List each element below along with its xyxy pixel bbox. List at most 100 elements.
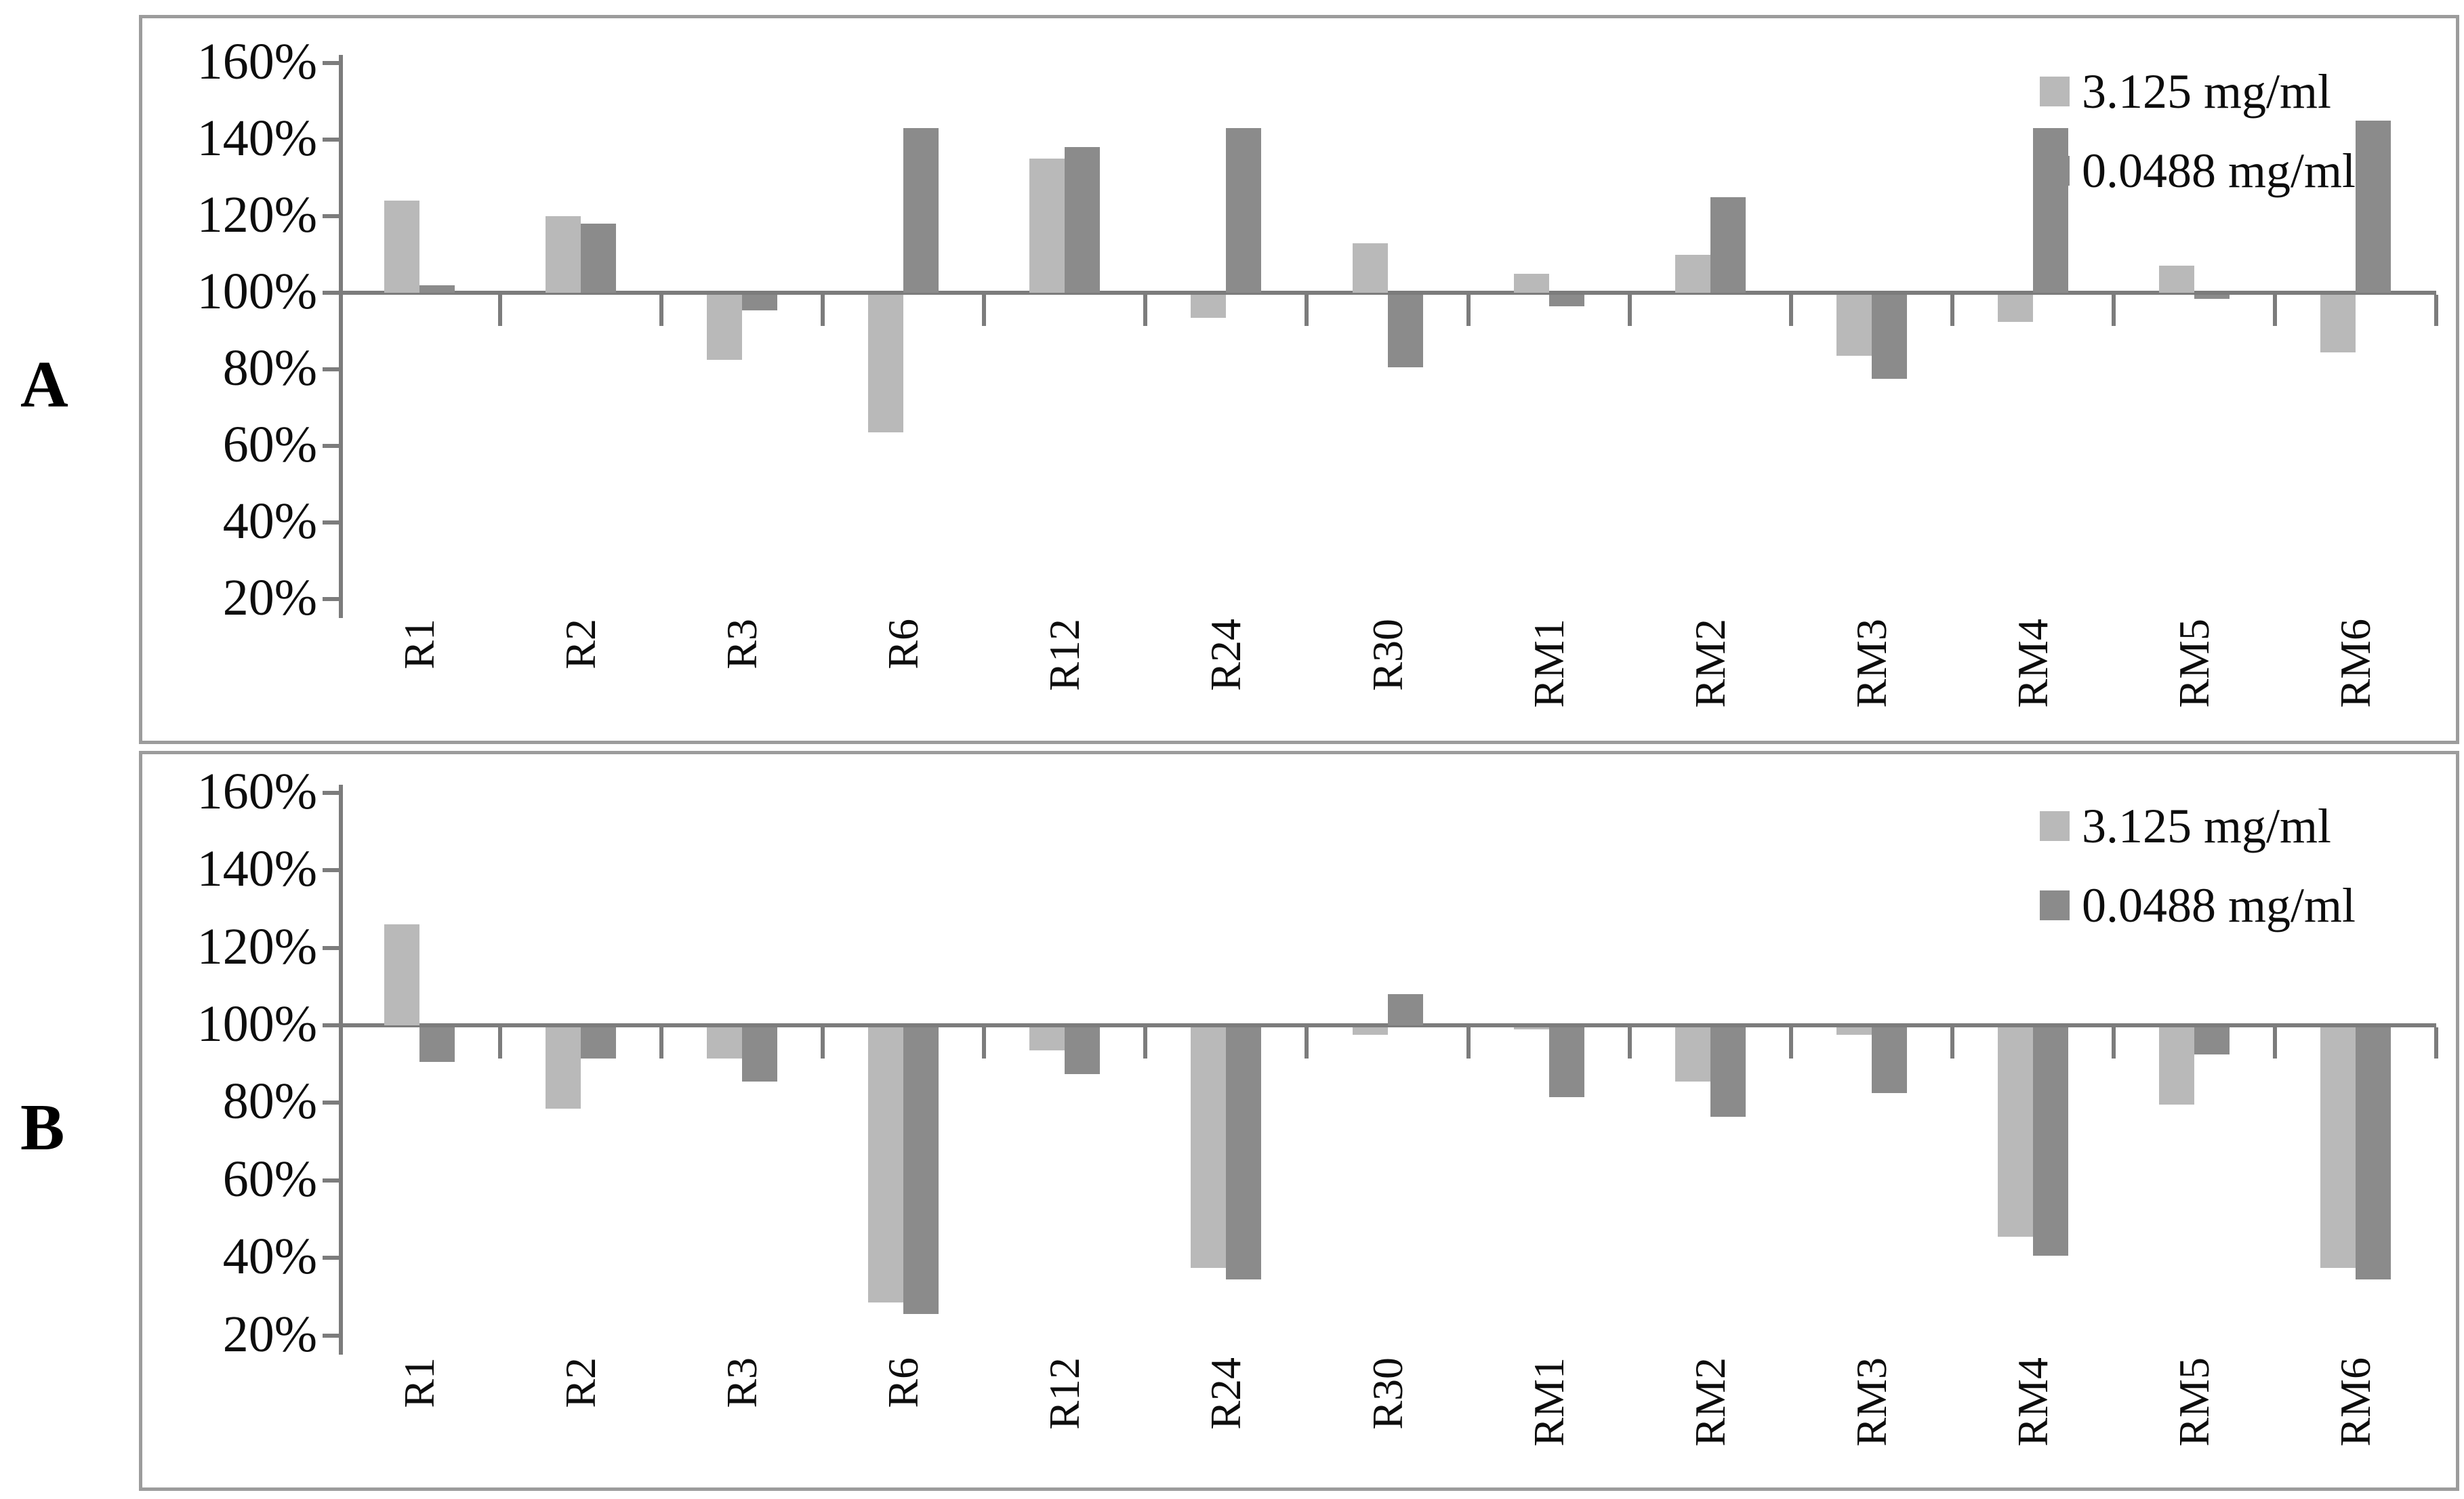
x-category-label: R12 (1040, 1357, 1089, 1430)
bar-dark-series (1065, 1027, 1101, 1074)
bar-light-series (2320, 1027, 2356, 1268)
x-axis-tick (659, 1027, 664, 1059)
y-axis-tick (323, 1023, 339, 1027)
bar-dark-series (1548, 295, 1584, 306)
bar-dark-series (903, 128, 939, 293)
y-axis-tick-label: 100% (197, 263, 317, 320)
y-axis-tick-label: 40% (222, 493, 317, 550)
y-axis-tick-label: 140% (197, 110, 317, 167)
x-axis-tick (2272, 295, 2277, 326)
bar-light-series (868, 1027, 904, 1303)
x-axis-tick (2434, 295, 2438, 326)
bar-dark-series (2032, 128, 2068, 293)
x-axis-baseline (339, 291, 2436, 295)
x-category-label: R1 (395, 619, 444, 670)
x-axis-tick (1305, 1027, 1309, 1059)
bar-light-series (1513, 273, 1549, 293)
bar-dark-series (1710, 197, 1746, 293)
legend-item: 0.0488 mg/ml (2040, 145, 2356, 197)
y-axis-tick (323, 1256, 339, 1260)
bar-dark-series (1226, 1027, 1262, 1279)
bar-light-series (868, 295, 904, 433)
bar-light-series (384, 924, 420, 1025)
x-axis-tick (1466, 1027, 1471, 1059)
bar-dark-series (2355, 1027, 2391, 1279)
bar-light-series (707, 295, 743, 361)
x-category-label: RM1 (1524, 1357, 1573, 1447)
x-axis-tick (982, 1027, 987, 1059)
y-axis-tick (323, 790, 339, 795)
y-axis-tick (323, 214, 339, 218)
bar-dark-series (1387, 295, 1423, 368)
x-category-label: R30 (1363, 1357, 1412, 1430)
y-axis-tick-label: 100% (197, 995, 317, 1052)
x-category-label: R2 (556, 619, 605, 670)
y-axis-tick-label: 20% (222, 569, 317, 626)
legend-swatch-light-icon (2040, 77, 2070, 106)
y-axis-tick-label: 140% (197, 840, 317, 898)
bar-light-series (2320, 295, 2356, 352)
chart-panel-a: 160% 140% 120% 100% 80% 60% 40% 20% R1 R2 R3 R6 R12 R… (139, 15, 2459, 744)
bar-dark-series (903, 1027, 939, 1315)
y-axis-tick-label: 160% (197, 33, 317, 90)
x-axis-tick (821, 295, 825, 326)
x-axis-tick (2111, 1027, 2116, 1059)
bar-dark-series (1871, 1027, 1907, 1094)
bar-light-series (2158, 266, 2194, 293)
bar-light-series (1352, 1027, 1388, 1035)
x-axis-tick (1950, 295, 1954, 326)
x-axis-tick (1627, 1027, 1632, 1059)
y-axis-tick (323, 61, 339, 65)
bar-dark-series (2032, 1027, 2068, 1256)
x-category-label: RM3 (1847, 619, 1895, 708)
y-axis-tick (323, 444, 339, 448)
x-axis-tick (1143, 295, 1148, 326)
x-axis-tick (1627, 295, 1632, 326)
x-category-label: R3 (718, 619, 766, 670)
y-axis-tick (323, 945, 339, 950)
x-axis-tick (821, 1027, 825, 1059)
panel-a-letter: A (20, 348, 68, 422)
y-axis-line (339, 55, 343, 618)
x-category-label: RM2 (1685, 1357, 1734, 1447)
y-axis-tick-label: 160% (197, 762, 317, 820)
y-axis-tick (323, 291, 339, 295)
legend-swatch-light-icon (2040, 811, 2070, 841)
y-axis-tick-label: 120% (197, 186, 317, 243)
x-category-label: RM2 (1685, 619, 1734, 708)
x-category-label: RM1 (1524, 619, 1573, 708)
x-axis-tick (2111, 295, 2116, 326)
legend-label: 3.125 mg/ml (2082, 64, 2332, 119)
bar-dark-series (742, 295, 778, 310)
bar-dark-series (1226, 128, 1262, 293)
y-axis-tick (323, 520, 339, 525)
x-category-label: RM3 (1847, 1357, 1895, 1447)
x-category-label: R24 (1202, 1357, 1250, 1430)
bar-light-series (1029, 159, 1065, 293)
bar-light-series (1675, 254, 1710, 293)
y-axis-tick (323, 138, 339, 142)
bar-light-series (546, 216, 581, 293)
y-axis-tick (323, 868, 339, 873)
x-category-label: R24 (1202, 619, 1250, 691)
y-axis-line (339, 784, 343, 1355)
x-axis-baseline (339, 1023, 2436, 1027)
y-axis-tick (323, 597, 339, 601)
bar-dark-series (2355, 120, 2391, 293)
y-axis-tick (323, 1178, 339, 1183)
x-category-label: R6 (879, 1357, 928, 1408)
x-axis-tick (1143, 1027, 1148, 1059)
y-axis-tick (323, 367, 339, 371)
bar-light-series (1191, 295, 1227, 318)
bar-light-series (1029, 1027, 1065, 1051)
x-axis-tick (1788, 1027, 1793, 1059)
bar-dark-series (1065, 147, 1101, 293)
legend-swatch-dark-icon (2040, 156, 2070, 186)
bar-dark-series (419, 1027, 455, 1063)
y-axis-tick-label: 20% (222, 1305, 317, 1363)
bar-light-series (1997, 1027, 2033, 1237)
bar-light-series (1836, 295, 1872, 356)
y-axis-tick-label: 80% (222, 340, 317, 396)
chart-panel-b: 160% 140% 120% 100% 80% 60% 40% 20% R1 R2 R3 R6 R12 R… (139, 751, 2459, 1491)
